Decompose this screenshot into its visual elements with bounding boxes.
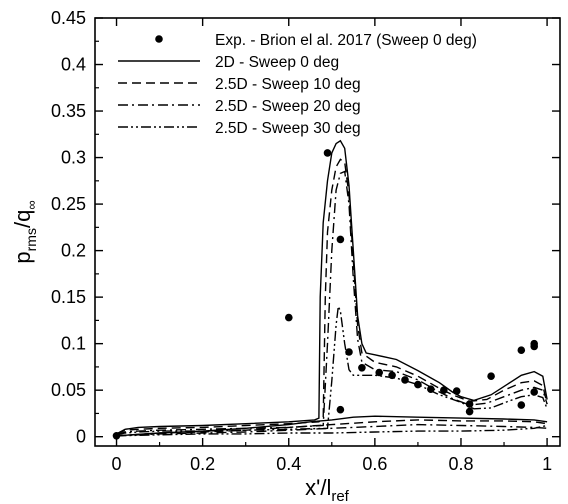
legend-marker-0 [155, 35, 163, 43]
exp-data-point-21 [530, 388, 538, 396]
legend: Exp. - Brion el al. 2017 (Sweep 0 deg) 2D… [118, 32, 477, 137]
x-tick-label-1: 0.2 [190, 454, 215, 474]
plot-frame [94, 17, 561, 447]
series-line-3 [116, 170, 548, 436]
exp-data-point-2 [323, 149, 332, 157]
legend-label-2: 2.5D - Sweep 10 deg [215, 76, 361, 93]
exp-data-point-4 [336, 405, 345, 414]
y-tick-label-6: 0.3 [61, 148, 86, 168]
y-tick-label-9: 0.45 [51, 8, 86, 28]
y-tick-label-8: 0.4 [61, 55, 86, 75]
y-tick-label-4: 0.2 [61, 241, 86, 261]
legend-label-1: 2D - Sweep 0 deg [215, 54, 339, 71]
exp-data-point-1 [285, 313, 293, 322]
series-line-2 [116, 158, 548, 435]
exp-data-point-18 [517, 401, 526, 409]
x-axis-label: x'/lref [305, 475, 350, 504]
series-line-6 [116, 419, 548, 437]
exp-data-point-5 [345, 348, 353, 356]
y-tick-label-0: 0 [76, 427, 86, 447]
exp-data-point-17 [517, 346, 526, 355]
series-line-8 [116, 424, 548, 437]
legend-label-4: 2.5D - Sweep 30 deg [215, 120, 361, 137]
y-tick-label-1: 0.05 [51, 380, 86, 400]
exp-data-point-6 [358, 364, 366, 372]
x-tick-label-0: 0 [112, 454, 122, 474]
series-line-5 [116, 415, 548, 437]
y-tick-label-5: 0.25 [51, 194, 86, 214]
exp-data-point-16 [487, 372, 495, 381]
series-line-4 [116, 303, 548, 436]
series-layer [112, 139, 548, 440]
y-tick-label-2: 0.1 [61, 334, 86, 354]
exp-data-point-15 [465, 407, 474, 416]
legend-label-0: Exp. - Brion el al. 2017 (Sweep 0 deg) [215, 32, 477, 49]
series-line-1 [116, 139, 548, 435]
x-tick-label-2: 0.4 [276, 454, 301, 474]
legend-label-3: 2.5D - Sweep 20 deg [215, 98, 361, 115]
x-tick-label-5: 1 [542, 454, 552, 474]
exp-data-point-3 [336, 235, 345, 244]
y-axis-label: prms/q∞ [10, 200, 39, 263]
y-tick-label-7: 0.35 [51, 101, 86, 121]
x-tick-label-3: 0.6 [362, 454, 387, 474]
tick-layer: 0 0.2 0.4 0.6 0.8 1 0 0.05 0.1 0.15 0.2 0.25 0.3 0.35… [51, 8, 560, 474]
exp-data-point-10 [414, 380, 422, 389]
y-tick-label-3: 0.15 [51, 287, 86, 307]
x-tick-label-4: 0.8 [448, 454, 473, 474]
exp-data-point-9 [401, 376, 409, 384]
exp-data-point-20 [530, 339, 538, 348]
